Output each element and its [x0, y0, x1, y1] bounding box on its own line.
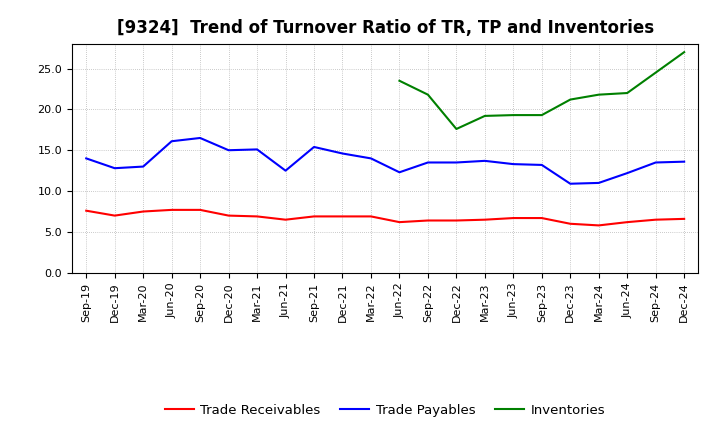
Trade Receivables	[366, 214, 375, 219]
Trade Receivables	[253, 214, 261, 219]
Trade Payables	[196, 136, 204, 141]
Trade Receivables	[282, 217, 290, 222]
Trade Receivables	[680, 216, 688, 221]
Trade Payables	[167, 139, 176, 144]
Trade Payables	[509, 161, 518, 167]
Inventories	[680, 50, 688, 55]
Trade Receivables	[196, 207, 204, 213]
Line: Trade Payables: Trade Payables	[86, 138, 684, 184]
Trade Receivables	[452, 218, 461, 223]
Trade Receivables	[395, 220, 404, 225]
Trade Payables	[139, 164, 148, 169]
Trade Receivables	[139, 209, 148, 214]
Inventories	[395, 78, 404, 84]
Inventories	[566, 97, 575, 102]
Trade Payables	[452, 160, 461, 165]
Inventories	[480, 113, 489, 118]
Trade Receivables	[480, 217, 489, 222]
Line: Trade Receivables: Trade Receivables	[86, 210, 684, 225]
Trade Receivables	[110, 213, 119, 218]
Trade Receivables	[652, 217, 660, 222]
Trade Payables	[480, 158, 489, 164]
Trade Payables	[338, 151, 347, 156]
Trade Receivables	[623, 220, 631, 225]
Inventories	[509, 113, 518, 118]
Trade Payables	[366, 156, 375, 161]
Trade Receivables	[595, 223, 603, 228]
Trade Payables	[395, 170, 404, 175]
Inventories	[537, 113, 546, 118]
Inventories	[652, 70, 660, 75]
Trade Receivables	[338, 214, 347, 219]
Trade Receivables	[225, 213, 233, 218]
Trade Receivables	[537, 216, 546, 221]
Trade Payables	[253, 147, 261, 152]
Trade Receivables	[310, 214, 318, 219]
Trade Payables	[310, 144, 318, 150]
Trade Payables	[652, 160, 660, 165]
Trade Payables	[680, 159, 688, 164]
Trade Payables	[623, 170, 631, 176]
Trade Payables	[82, 156, 91, 161]
Inventories	[423, 92, 432, 97]
Trade Payables	[282, 168, 290, 173]
Inventories	[452, 126, 461, 132]
Inventories	[623, 90, 631, 95]
Trade Receivables	[423, 218, 432, 223]
Trade Receivables	[167, 207, 176, 213]
Trade Payables	[537, 162, 546, 168]
Trade Payables	[566, 181, 575, 187]
Inventories	[595, 92, 603, 97]
Title: [9324]  Trend of Turnover Ratio of TR, TP and Inventories: [9324] Trend of Turnover Ratio of TR, TP…	[117, 19, 654, 37]
Trade Payables	[225, 147, 233, 153]
Legend: Trade Receivables, Trade Payables, Inventories: Trade Receivables, Trade Payables, Inven…	[159, 398, 611, 422]
Line: Inventories: Inventories	[400, 52, 684, 129]
Trade Receivables	[566, 221, 575, 227]
Trade Payables	[595, 180, 603, 186]
Trade Payables	[423, 160, 432, 165]
Trade Receivables	[82, 208, 91, 213]
Trade Receivables	[509, 216, 518, 221]
Trade Payables	[110, 165, 119, 171]
